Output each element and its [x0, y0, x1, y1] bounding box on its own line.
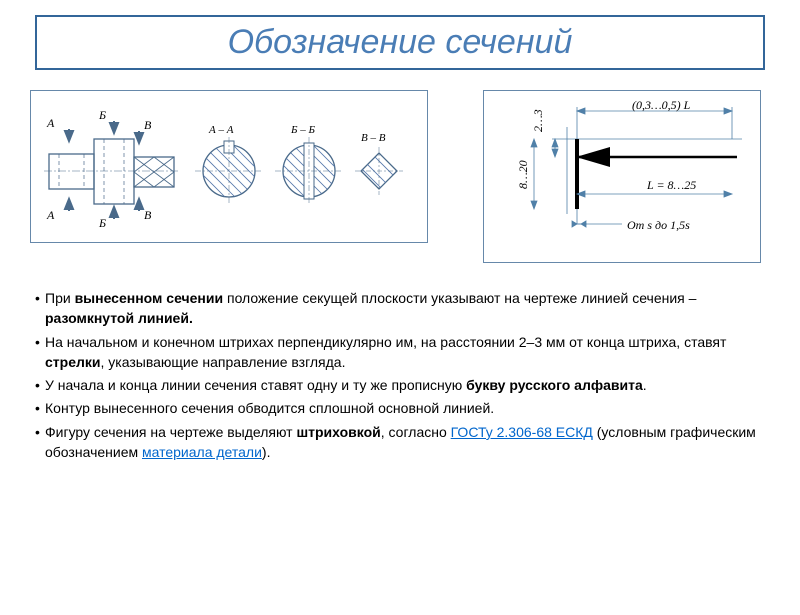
lbl-V-top: В [144, 118, 152, 132]
lbl-B-bot: Б [98, 216, 106, 229]
right-svg: (0,3…0,5) L 2…3 8…20 L = 8…25 От s до 1,… [492, 99, 752, 249]
page-title: Обозначение сечений [57, 23, 743, 62]
lbl-A-top: А [46, 116, 55, 130]
body-text: При вынесенном сечении положение секущей… [0, 288, 800, 462]
lbl-h2: 8…20 [516, 160, 530, 189]
bullet-5: Фигуру сечения на чертеже выделяют штрих… [35, 422, 765, 463]
lbl-bottom: От s до 1,5s [627, 218, 690, 232]
diagram-left: А А Б Б В В А – А [30, 90, 428, 243]
lbl-VV: В – В [361, 132, 386, 144]
bullet-2: На начальном и конечном штрихах перпенди… [35, 332, 765, 373]
lbl-V-bot: В [144, 208, 152, 222]
diagram-right: (0,3…0,5) L 2…3 8…20 L = 8…25 От s до 1,… [483, 90, 761, 263]
link-material[interactable]: материала детали [142, 444, 262, 460]
lbl-BB: Б – Б [290, 124, 315, 136]
bullet-1: При вынесенном сечении положение секущей… [35, 288, 765, 329]
lbl-top: (0,3…0,5) L [632, 99, 691, 112]
link-gost[interactable]: ГОСТу 2.306-68 ЕСКД [451, 424, 593, 440]
bullet-4: Контур вынесенного сечения обводится спл… [35, 398, 765, 418]
lbl-len: L = 8…25 [646, 178, 696, 192]
lbl-A-bot: А [46, 208, 55, 222]
lbl-B-top: Б [98, 108, 106, 122]
title-box: Обозначение сечений [35, 15, 765, 70]
bullet-3: У начала и конца линии сечения ставят од… [35, 375, 765, 395]
lbl-h1: 2…3 [531, 109, 545, 132]
left-svg: А А Б Б В В А – А [39, 99, 419, 229]
lbl-AA: А – А [208, 124, 234, 136]
diagrams-row: А А Б Б В В А – А [0, 90, 800, 288]
